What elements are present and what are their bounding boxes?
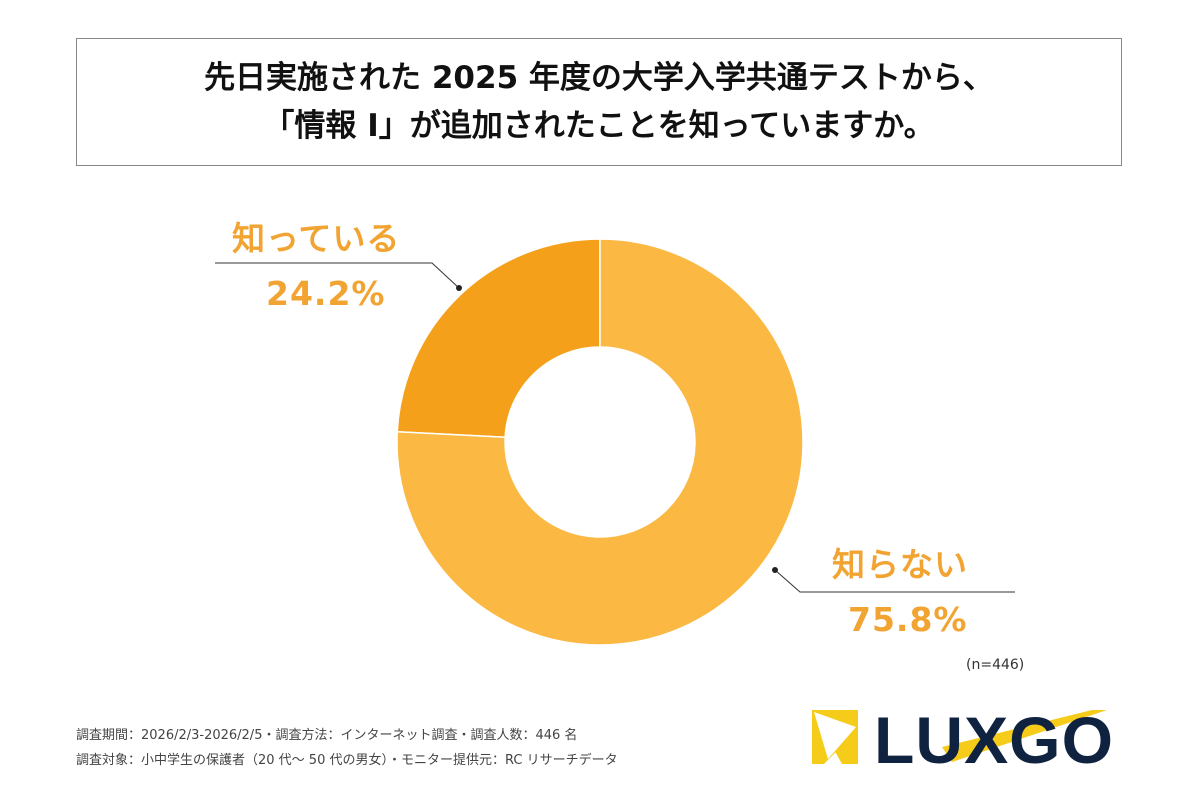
footer-line-1: 調査期間：2026/2/3-2026/2/5・調査方法：インターネット調査・調査… <box>76 728 578 743</box>
category-label-unknown: 知らない <box>832 545 968 584</box>
leader-line-known <box>215 262 462 291</box>
data-label-known: 24.2% <box>266 274 386 313</box>
sample-size: (n=446) <box>966 657 1025 673</box>
title-line-1: 先日実施された 2025 年度の大学入学共通テストから、 <box>204 60 994 96</box>
svg-text:LUXGO: LUXGO <box>874 707 1114 767</box>
donut-slice-unknown <box>396 238 804 646</box>
title-box: 先日実施された 2025 年度の大学入学共通テストから、 「情報 I」が追加され… <box>76 38 1122 166</box>
donut-slice-known <box>396 238 601 439</box>
leader-line-unknown <box>772 567 1015 593</box>
category-label-known: 知っている <box>232 219 401 258</box>
data-label-unknown: 75.8% <box>848 600 968 639</box>
footer-line-2: 調査対象：小中学生の保護者（20 代～ 50 代の男女）・モニター提供元：RC … <box>76 753 618 768</box>
luxgo-logo: LUXGO <box>812 707 1114 767</box>
title-line-2: 「情報 I」が追加されたことを知っていますか。 <box>263 108 935 144</box>
chart-title: 先日実施された 2025 年度の大学入学共通テストから、 「情報 I」が追加され… <box>204 54 994 150</box>
